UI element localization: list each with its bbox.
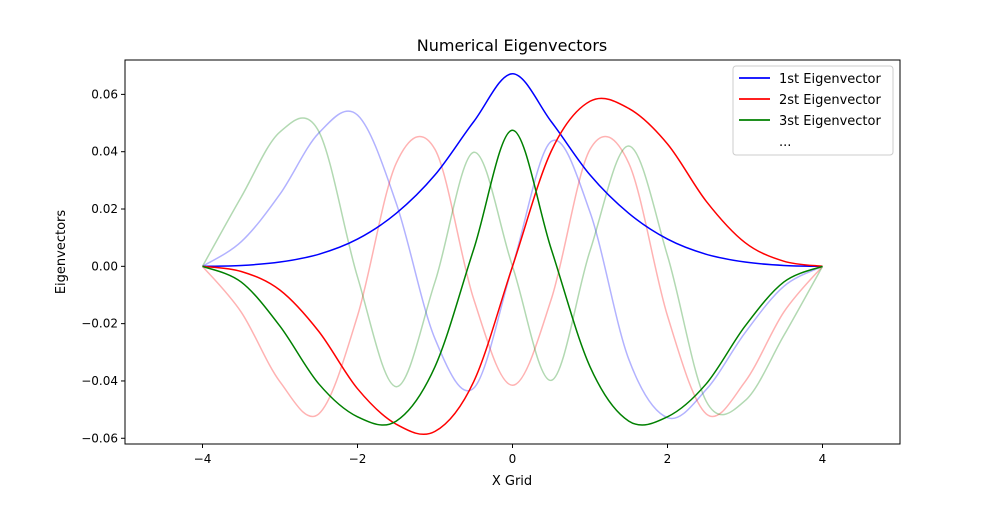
- y-tick-label: −0.04: [81, 374, 118, 388]
- series-line-1: [202, 73, 823, 268]
- x-tick-label: 0: [509, 452, 517, 466]
- x-tick-label: 4: [819, 452, 827, 466]
- series-line-2: [202, 97, 823, 436]
- series-line-3: [202, 129, 823, 426]
- x-tick-label: −4: [194, 452, 212, 466]
- legend-entry: 2st Eigenvector: [779, 93, 881, 108]
- x-tick-label: 2: [664, 452, 672, 466]
- y-axis-label: Eigenvectors: [54, 210, 69, 295]
- y-tick-label: −0.02: [81, 317, 118, 331]
- x-tick-label: −2: [349, 452, 367, 466]
- y-axis: −0.06 −0.04 −0.02 0.00 0.02 0.04 0.06: [81, 87, 125, 445]
- x-axis: −4 −2 0 2 4: [194, 444, 827, 466]
- series-layer: [201, 73, 824, 436]
- y-tick-label: −0.06: [81, 431, 118, 445]
- legend-box: [732, 65, 894, 156]
- legend-entry: ...: [779, 135, 791, 150]
- y-tick-label: 0.06: [91, 87, 118, 101]
- legend-entry: 3st Eigenvector: [779, 114, 881, 129]
- x-axis-label: X Grid: [492, 474, 532, 489]
- y-tick-label: 0.00: [91, 259, 118, 273]
- series-line-5: [201, 135, 824, 418]
- legend: 1st Eigenvector 2st Eigenvector 3st Eigenv…: [732, 65, 894, 156]
- y-tick-label: 0.04: [91, 145, 118, 159]
- y-tick-label: 0.02: [91, 202, 118, 216]
- chart-title: Numerical Eigenvectors: [417, 36, 607, 55]
- legend-entry: 1st Eigenvector: [779, 72, 881, 87]
